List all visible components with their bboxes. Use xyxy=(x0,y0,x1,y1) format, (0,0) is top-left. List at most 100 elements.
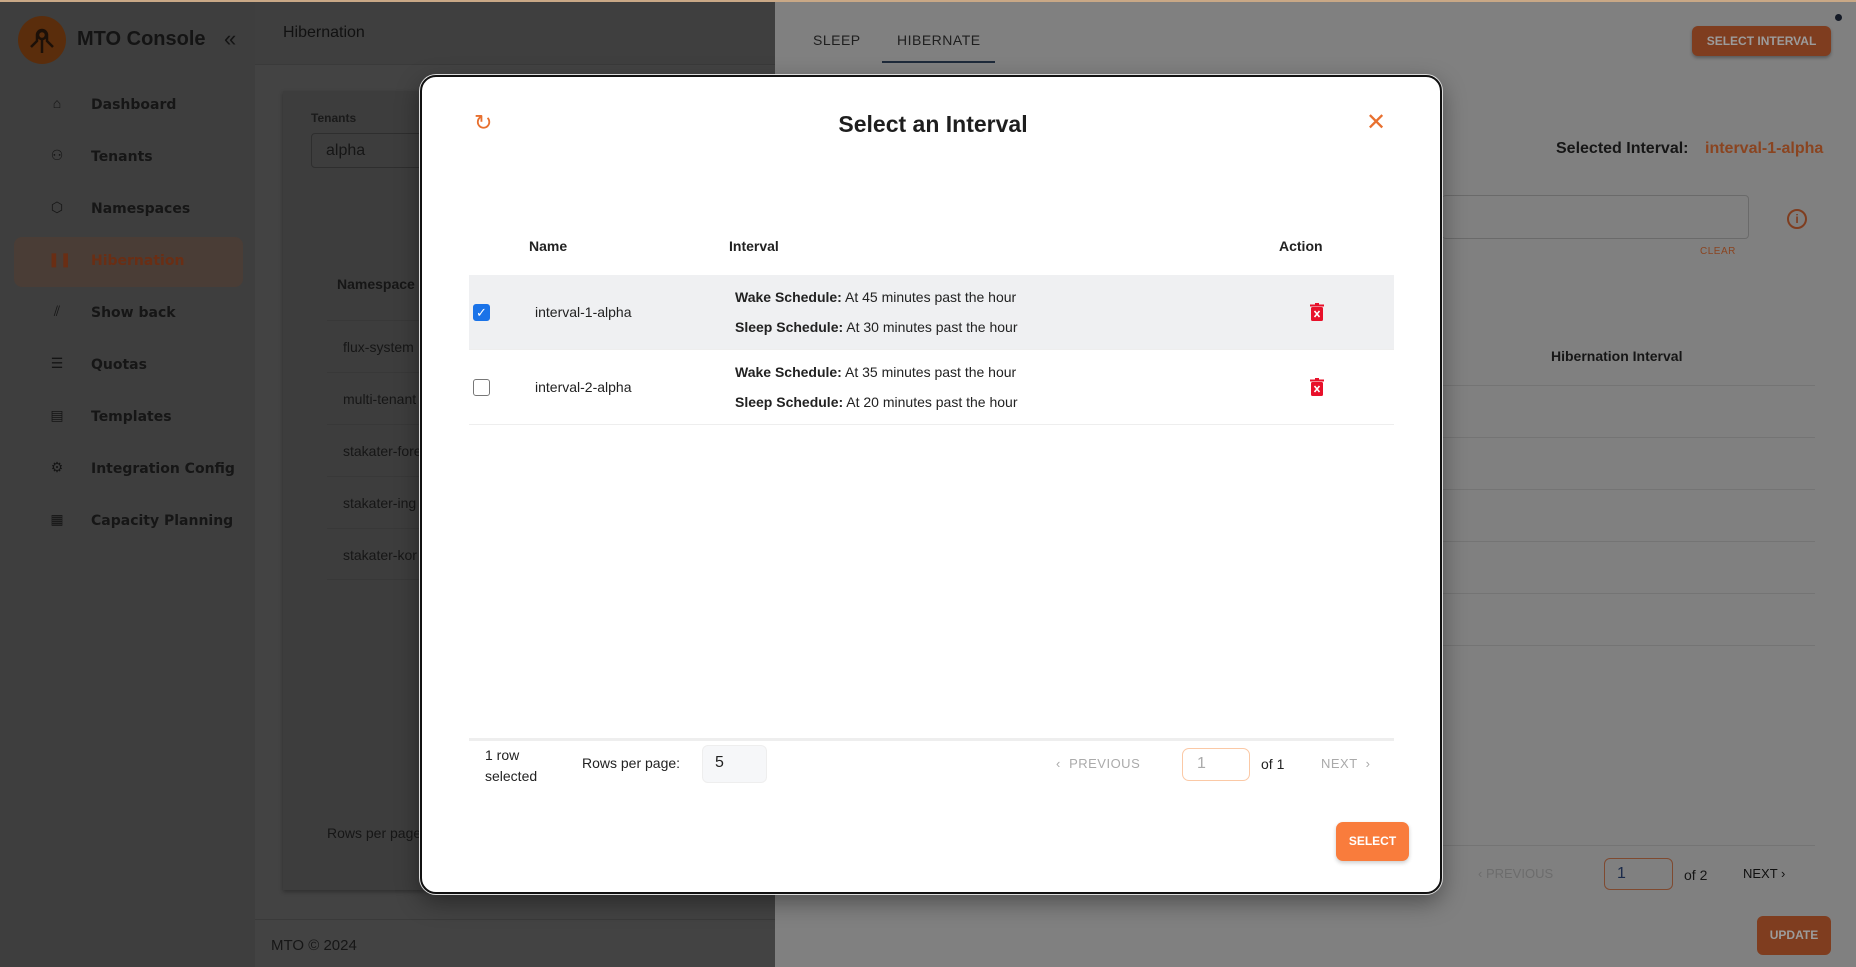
sidebar-item-label: Tenants xyxy=(91,149,153,165)
tab-hibernate[interactable]: HIBERNATE xyxy=(897,32,981,48)
next-label: NEXT xyxy=(1743,866,1778,881)
sidebar-item-quotas[interactable]: ☰ Quotas xyxy=(14,341,243,391)
sidebar-item-label: Namespaces xyxy=(91,201,191,217)
interval-name: interval-1-alpha xyxy=(535,304,632,320)
tab-sleep[interactable]: SLEEP xyxy=(813,32,861,48)
rows-per-page-label: Rows per page: xyxy=(582,755,681,771)
column-header-name[interactable]: Name xyxy=(529,238,568,254)
clear-button[interactable]: CLEAR xyxy=(1700,246,1736,257)
sidebar-item-label: Hibernation xyxy=(91,253,185,269)
previous-label: PREVIOUS xyxy=(1069,756,1141,771)
refresh-icon[interactable]: ↻ xyxy=(474,110,493,135)
sidebar-item-templates[interactable]: ▤ Templates xyxy=(14,393,243,443)
quota-icon: ☰ xyxy=(50,355,64,371)
namespace-name: flux-system xyxy=(343,339,414,355)
chevron-right-icon: › xyxy=(1777,866,1786,881)
row-checkbox[interactable] xyxy=(473,379,490,396)
column-header-action: Action xyxy=(1279,238,1323,254)
namespace-row[interactable]: flux-system xyxy=(327,320,447,372)
sidebar-item-integration-config[interactable]: ⚙ Integration Config xyxy=(14,445,243,495)
update-button[interactable]: UPDATE xyxy=(1757,916,1831,955)
status-dot xyxy=(1835,14,1842,21)
sidebar-item-dashboard[interactable]: ⌂ Dashboard xyxy=(14,81,243,131)
table-footer-divider xyxy=(469,738,1394,741)
next-page-button[interactable]: NEXT › xyxy=(1321,756,1371,771)
chevron-left-icon: ‹ xyxy=(1478,866,1486,881)
interval-name: interval-2-alpha xyxy=(535,379,632,395)
sleep-schedule: Sleep Schedule: At 30 minutes past the h… xyxy=(735,319,1018,335)
sidebar xyxy=(0,2,255,967)
page-header xyxy=(255,2,775,65)
info-icon[interactable]: i xyxy=(1787,209,1807,229)
wake-label: Wake Schedule: xyxy=(735,289,842,305)
chevron-right-icon: › xyxy=(1357,756,1371,771)
sidebar-item-label: Templates xyxy=(91,409,172,425)
tenants-select[interactable]: alpha xyxy=(311,133,431,168)
namespace-name: stakater-ing xyxy=(343,495,417,511)
sleep-label: Sleep Schedule: xyxy=(735,394,844,410)
namespace-row[interactable]: multi-tenant xyxy=(327,372,447,424)
namespace-name: stakater-fore xyxy=(343,443,422,459)
namespace-name: multi-tenant xyxy=(343,391,417,407)
drawer-page-count: of 2 xyxy=(1684,867,1708,883)
drawer-previous-button[interactable]: ‹ PREVIOUS xyxy=(1478,866,1553,881)
namespace-row[interactable]: stakater-fore xyxy=(327,424,447,476)
wake-schedule: Wake Schedule: At 45 minutes past the ho… xyxy=(735,289,1016,305)
divider xyxy=(1442,437,1815,438)
sidebar-item-tenants[interactable]: ⚇ Tenants xyxy=(14,133,243,183)
close-icon[interactable]: ✕ xyxy=(1366,109,1387,136)
brand-title: MTO Console xyxy=(77,28,206,50)
sleep-schedule: Sleep Schedule: At 20 minutes past the h… xyxy=(735,394,1018,410)
drawer-page-input[interactable]: 1 xyxy=(1604,858,1673,890)
namespace-row[interactable]: stakater-kor xyxy=(327,528,447,580)
previous-page-button[interactable]: ‹ PREVIOUS xyxy=(1056,756,1140,771)
previous-label: PREVIOUS xyxy=(1485,866,1554,881)
logo xyxy=(18,16,66,64)
building-icon: ▦ xyxy=(50,511,64,527)
sleep-value: At 20 minutes past the hour xyxy=(846,394,1018,410)
namespace-name: stakater-kor xyxy=(343,547,417,563)
users-icon: ⚇ xyxy=(50,147,64,163)
table-row[interactable]: ✓ interval-1-alpha Wake Schedule: At 45 … xyxy=(469,275,1394,350)
table-row[interactable]: interval-2-alpha Wake Schedule: At 35 mi… xyxy=(469,350,1394,425)
divider xyxy=(1442,645,1815,646)
namespace-column-header: Namespace xyxy=(337,276,415,292)
sidebar-item-label: Capacity Planning xyxy=(91,513,234,529)
gear-icon: ⚙ xyxy=(50,459,64,475)
sleep-value: At 30 minutes past the hour xyxy=(846,319,1018,335)
next-label: NEXT xyxy=(1321,756,1358,771)
page-number-input[interactable]: 1 xyxy=(1182,748,1250,781)
sidebar-item-label: Quotas xyxy=(91,357,147,373)
wake-value: At 45 minutes past the hour xyxy=(844,289,1017,305)
sidebar-item-capacity-planning[interactable]: ▦ Capacity Planning xyxy=(14,497,243,547)
rows-per-page-select[interactable]: 5 xyxy=(702,745,767,783)
namespace-row[interactable]: stakater-ing xyxy=(327,476,447,528)
sidebar-item-hibernation[interactable]: ❚❚ Hibernation xyxy=(14,237,243,287)
column-header-interval[interactable]: Interval xyxy=(729,238,779,254)
footer: MTO © 2024 xyxy=(255,919,775,967)
wake-schedule: Wake Schedule: At 35 minutes past the ho… xyxy=(735,364,1016,380)
sidebar-item-show-back[interactable]: ⫽ Show back xyxy=(14,289,243,339)
sidebar-item-label: Show back xyxy=(91,305,176,321)
active-tab-indicator xyxy=(882,61,995,63)
delete-icon[interactable] xyxy=(1310,303,1324,321)
drawer-next-button[interactable]: NEXT › xyxy=(1743,866,1785,881)
divider xyxy=(1442,489,1815,490)
delete-icon[interactable] xyxy=(1310,378,1324,396)
home-icon: ⌂ xyxy=(52,95,62,111)
interval-input[interactable] xyxy=(1442,195,1749,239)
modal-title: Select an Interval xyxy=(838,111,1028,137)
sidebar-item-namespaces[interactable]: ⬡ Namespaces xyxy=(14,185,243,235)
divider xyxy=(1442,845,1815,846)
row-checkbox[interactable]: ✓ xyxy=(473,304,490,321)
select-interval-button[interactable]: SELECT INTERVAL xyxy=(1692,26,1831,56)
select-interval-modal: Select an Interval xyxy=(420,75,1442,894)
collapse-sidebar-icon[interactable]: « xyxy=(224,26,237,51)
cube-icon: ⬡ xyxy=(50,199,64,215)
divider xyxy=(1442,385,1815,386)
selected-interval-label: Selected Interval: xyxy=(1556,140,1689,157)
divider xyxy=(1442,593,1815,594)
divider xyxy=(1442,541,1815,542)
wake-value: At 35 minutes past the hour xyxy=(844,364,1017,380)
select-button[interactable]: SELECT xyxy=(1336,822,1409,861)
